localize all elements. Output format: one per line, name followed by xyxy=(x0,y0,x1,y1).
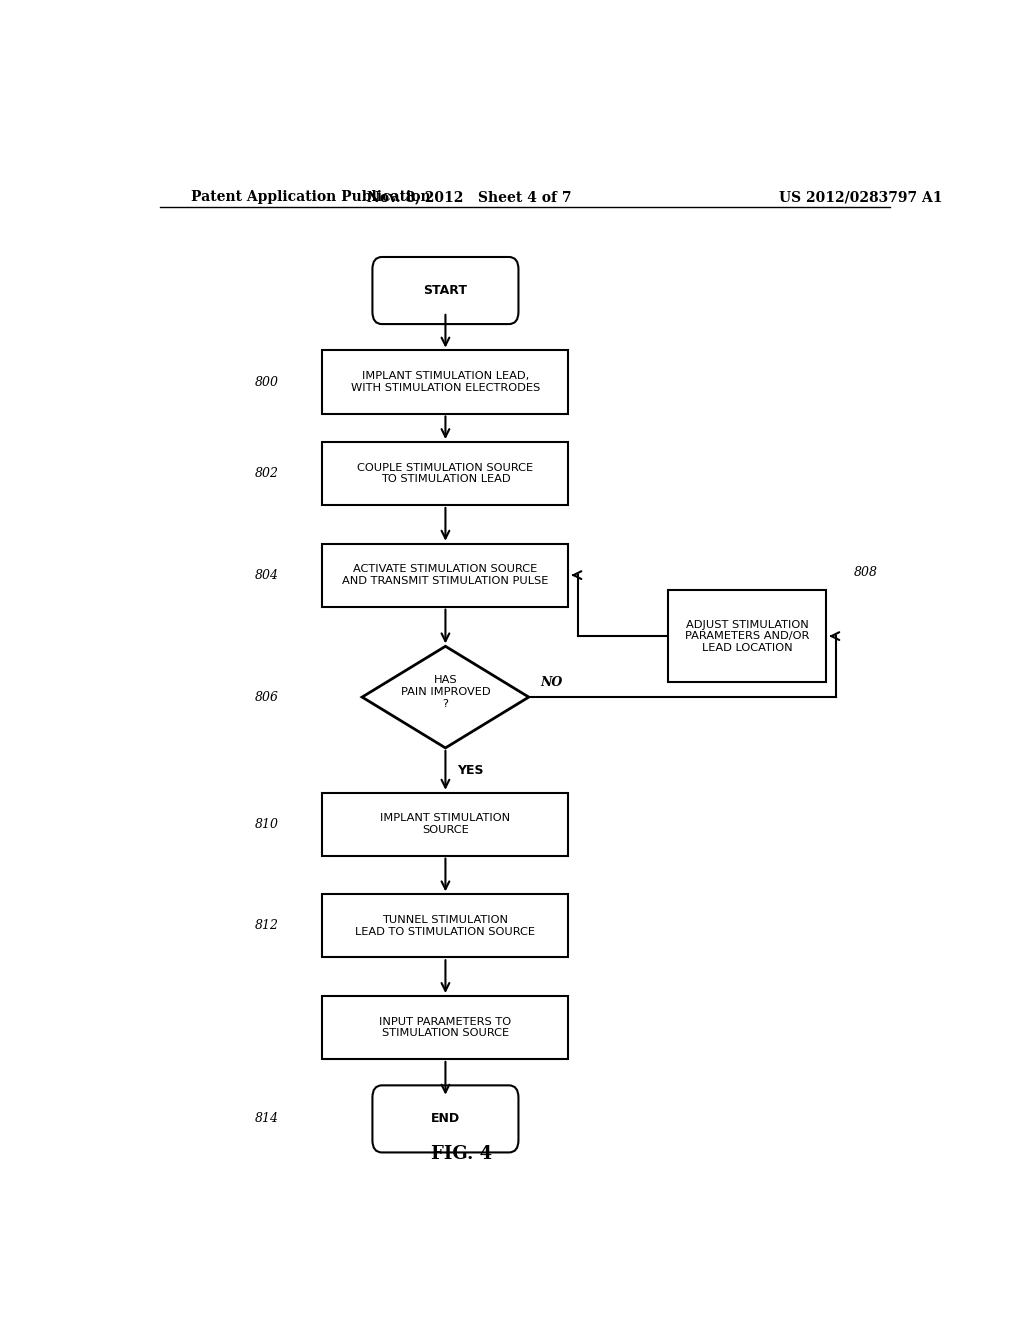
Text: 802: 802 xyxy=(255,467,279,480)
Text: 804: 804 xyxy=(255,569,279,582)
Text: YES: YES xyxy=(458,764,484,776)
FancyBboxPatch shape xyxy=(373,1085,518,1152)
FancyBboxPatch shape xyxy=(323,995,568,1059)
Text: 808: 808 xyxy=(854,565,878,578)
Text: Nov. 8, 2012   Sheet 4 of 7: Nov. 8, 2012 Sheet 4 of 7 xyxy=(367,190,571,205)
FancyBboxPatch shape xyxy=(323,544,568,607)
Text: START: START xyxy=(424,284,467,297)
Text: 814: 814 xyxy=(255,1113,279,1126)
FancyBboxPatch shape xyxy=(323,894,568,957)
Text: 806: 806 xyxy=(255,690,279,704)
Text: ACTIVATE STIMULATION SOURCE
AND TRANSMIT STIMULATION PULSE: ACTIVATE STIMULATION SOURCE AND TRANSMIT… xyxy=(342,565,549,586)
FancyBboxPatch shape xyxy=(323,792,568,855)
Text: END: END xyxy=(431,1113,460,1126)
Text: FIG. 4: FIG. 4 xyxy=(431,1144,492,1163)
FancyBboxPatch shape xyxy=(323,442,568,506)
Text: Patent Application Publication: Patent Application Publication xyxy=(191,190,431,205)
Text: IMPLANT STIMULATION
SOURCE: IMPLANT STIMULATION SOURCE xyxy=(380,813,511,836)
Text: 810: 810 xyxy=(255,817,279,830)
Text: ADJUST STIMULATION
PARAMETERS AND/OR
LEAD LOCATION: ADJUST STIMULATION PARAMETERS AND/OR LEA… xyxy=(685,619,809,652)
Text: TUNNEL STIMULATION
LEAD TO STIMULATION SOURCE: TUNNEL STIMULATION LEAD TO STIMULATION S… xyxy=(355,915,536,937)
FancyBboxPatch shape xyxy=(373,257,518,325)
FancyBboxPatch shape xyxy=(323,351,568,413)
Text: HAS
PAIN IMPROVED
?: HAS PAIN IMPROVED ? xyxy=(400,676,490,709)
Text: 812: 812 xyxy=(255,919,279,932)
Text: 800: 800 xyxy=(255,375,279,388)
Text: IMPLANT STIMULATION LEAD,
WITH STIMULATION ELECTRODES: IMPLANT STIMULATION LEAD, WITH STIMULATI… xyxy=(351,371,540,393)
Text: NO: NO xyxy=(541,676,563,689)
Text: COUPLE STIMULATION SOURCE
TO STIMULATION LEAD: COUPLE STIMULATION SOURCE TO STIMULATION… xyxy=(357,463,534,484)
Text: INPUT PARAMETERS TO
STIMULATION SOURCE: INPUT PARAMETERS TO STIMULATION SOURCE xyxy=(379,1016,512,1039)
FancyBboxPatch shape xyxy=(668,590,826,682)
Text: US 2012/0283797 A1: US 2012/0283797 A1 xyxy=(778,190,942,205)
Polygon shape xyxy=(362,647,528,748)
